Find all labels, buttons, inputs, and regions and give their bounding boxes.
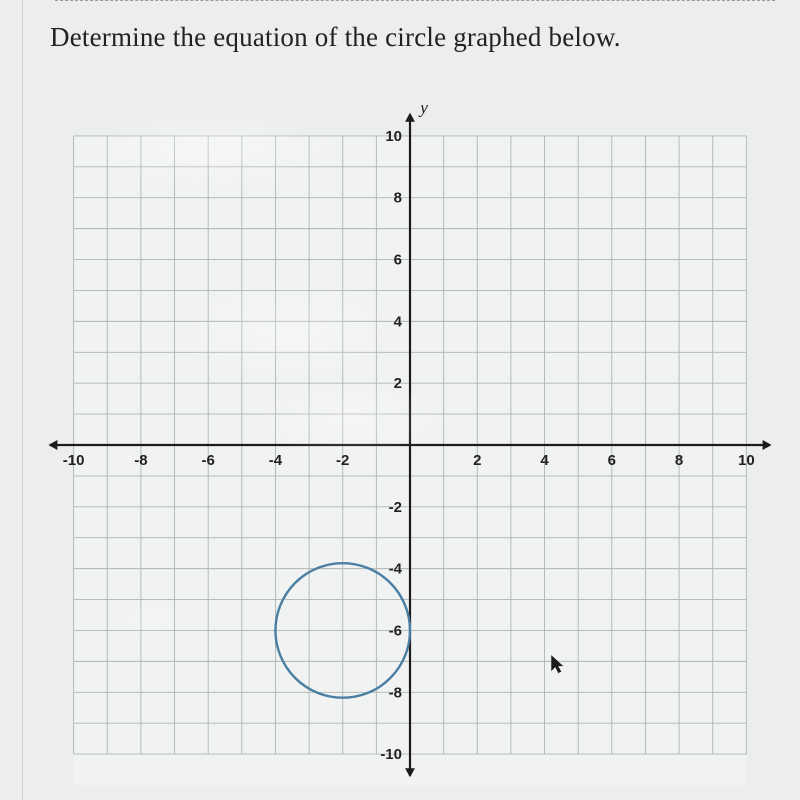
svg-text:-8: -8 (389, 684, 402, 701)
svg-text:2: 2 (394, 375, 402, 392)
svg-text:8: 8 (675, 452, 683, 469)
question-prompt: Determine the equation of the circle gra… (50, 22, 621, 53)
svg-text:6: 6 (608, 452, 616, 469)
svg-text:4: 4 (540, 452, 549, 469)
svg-text:8: 8 (394, 190, 402, 207)
svg-text:10: 10 (385, 128, 402, 145)
svg-text:4: 4 (394, 313, 403, 330)
page-left-edge (22, 0, 23, 800)
page-top-border (55, 0, 775, 1)
y-axis-label: y (418, 105, 428, 117)
worksheet: Determine the equation of the circle gra… (0, 0, 800, 800)
svg-text:-10: -10 (380, 746, 402, 763)
coordinate-graph: -10-8-6-4-2246810-10-8-6-4-2246810xy (40, 105, 780, 785)
svg-text:6: 6 (394, 252, 402, 269)
svg-text:-6: -6 (389, 622, 402, 639)
svg-text:-4: -4 (269, 452, 283, 469)
svg-text:-6: -6 (202, 452, 215, 469)
svg-text:-8: -8 (134, 452, 147, 469)
svg-text:2: 2 (473, 452, 481, 469)
svg-text:-4: -4 (389, 561, 403, 578)
svg-text:-2: -2 (336, 452, 349, 469)
svg-text:10: 10 (738, 452, 755, 469)
svg-text:-10: -10 (63, 452, 85, 469)
svg-text:-2: -2 (389, 499, 402, 516)
